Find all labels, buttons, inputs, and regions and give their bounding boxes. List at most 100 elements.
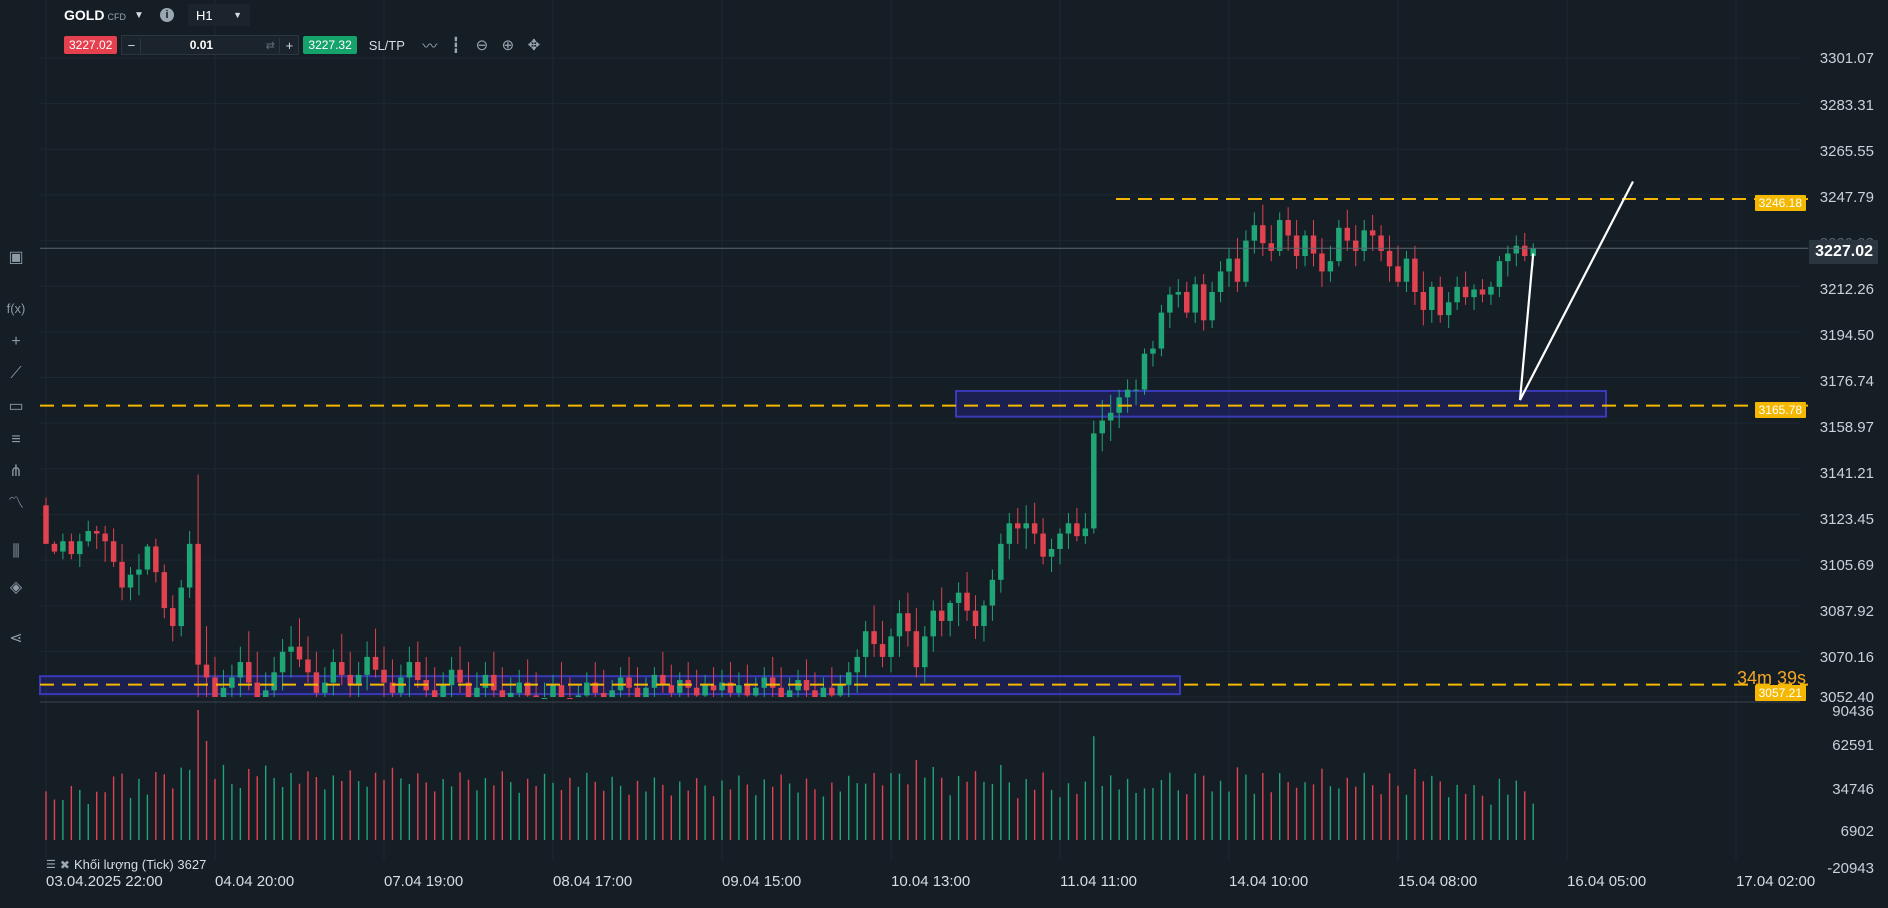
share-icon[interactable]: ⋖ [9,630,23,647]
candle-body [964,592,970,611]
candle-body [1023,523,1029,529]
candle-body [1429,286,1435,311]
pitchfork-icon[interactable]: ⋔ [9,463,23,480]
candle-body [1462,286,1469,298]
candle-body [296,646,303,660]
date-tick: 08.04 17:00 [553,873,633,890]
lot-size-stepper[interactable]: − 0.01 ⇄ + [121,35,300,55]
zoom-out-icon[interactable]: ⊖ [475,37,489,54]
candle-body [516,682,522,693]
layers-icon[interactable]: ◈ [9,579,23,596]
sell-button[interactable]: 3227.02 [64,36,118,54]
wave-tool-icon[interactable]: 〽 [7,495,24,512]
close-indicator-icon[interactable]: ✖ [59,857,70,872]
candle-body [1488,286,1494,295]
candle-body [981,605,987,627]
candle-body [1403,258,1410,282]
timeframe-selector[interactable]: H1 ▼ [188,4,250,26]
candle-body [330,662,337,683]
crosshair-icon[interactable]: ✥ [527,37,541,54]
candle-body [693,687,700,696]
caret-down-icon[interactable]: ▼ [133,9,144,21]
decrease-lot-button[interactable]: − [122,37,142,53]
date-tick: 15.04 08:00 [1398,873,1478,890]
candle-body [262,690,269,697]
zoom-in-icon[interactable]: ⊕ [501,37,515,54]
candle-body [51,543,58,552]
lot-size-input[interactable]: 0.01 [189,38,214,52]
candle-body [203,664,210,678]
symbol-selector[interactable]: GOLD CFD ▼ [64,4,144,26]
swap-icon[interactable]: ⇄ [265,39,275,52]
line-chart-icon[interactable]: 〰 [422,37,438,55]
ruler-icon[interactable]: ⟋ [10,365,22,382]
candle-body [1260,225,1266,244]
candle-body [229,677,235,688]
candle-body [254,682,260,697]
volume-tick: 62591 [1832,737,1874,754]
candle-body [1445,302,1452,316]
chart-settings-icon[interactable]: ⫼ [12,543,20,560]
candle-body [1412,258,1418,293]
candle-body [719,682,725,691]
candle-body [1293,235,1300,257]
candle-body [778,687,784,697]
candle-body [372,656,379,670]
indicator-fx-icon[interactable]: f(x) [6,301,26,316]
candle-body [381,669,387,683]
volume-indicator-label: Khối lượng (Tick) 3627 [73,857,207,872]
fibonacci-icon[interactable]: ≡ [11,431,21,448]
candle-body [1057,533,1063,549]
volume-indicator-caption[interactable]: ☰ ✖ Khối lượng (Tick) 3627 [46,857,206,872]
candle-body [820,687,827,697]
candles-icon[interactable]: ┇ [451,37,461,54]
buy-button[interactable]: 3227.32 [303,36,357,54]
candle-body [524,682,531,696]
candle-body [1082,528,1089,537]
candle-body [1285,220,1291,236]
date-tick: 10.04 13:00 [891,873,971,890]
candle-body [355,674,362,686]
candle-body [1226,258,1232,272]
candle-body [237,662,244,678]
candle-body [1310,235,1317,254]
candle-body [364,656,370,675]
candle-body [558,685,565,697]
indicator-settings-icon[interactable]: ☰ [46,859,56,871]
level-tag-support[interactable]: 3165.78 [1754,402,1806,418]
level-tag-resistance[interactable]: 3246.18 [1754,195,1806,211]
candle-body [668,685,675,693]
level-tag-lower-support[interactable]: 3057.21 [1754,685,1806,701]
candle-body [1099,420,1105,434]
candle-body [136,569,142,575]
increase-lot-button[interactable]: + [279,37,298,53]
candle-body [550,685,556,697]
candle-body [1015,523,1021,529]
sltp-button[interactable]: SL/TP [368,37,405,53]
candle-body [1006,523,1013,544]
candle-body [1361,230,1367,251]
candle-body [727,682,734,693]
candle-body [702,685,708,696]
candle-body [1369,230,1376,236]
candle-body [1437,286,1443,316]
candle-body [127,574,134,588]
rectangle-select-icon[interactable]: ▣ [8,249,24,266]
candle-body [1420,292,1427,311]
volume-tick: -20943 [1827,860,1874,877]
crosshair-tool-icon[interactable]: + [11,333,21,350]
candle-body [68,541,75,555]
candle-body [896,613,903,637]
candle-body [1243,240,1249,282]
candle-body [1091,433,1097,529]
rectangle-tool-icon[interactable]: ▭ [8,398,24,415]
candle-body [1505,253,1511,262]
candle-countdown: 34m 39s [1736,668,1806,688]
candle-body [837,685,844,696]
candle-body [829,687,835,696]
info-icon[interactable]: i [160,4,174,26]
candle-body [584,682,590,696]
candle-body [1158,312,1165,349]
candle-body [651,674,658,688]
